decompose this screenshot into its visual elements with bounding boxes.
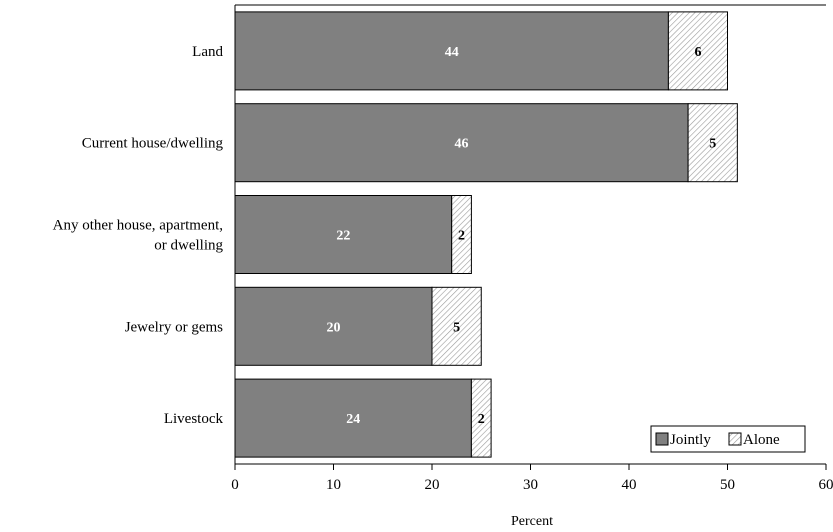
value-label-jointly-4: 24 [346, 412, 360, 427]
bar-jointly-2 [234, 195, 453, 274]
bar-jointly-4 [234, 378, 472, 458]
bar-alone-2 [451, 195, 472, 274]
bar-jointly-3 [234, 286, 433, 366]
category-label-3-line-0: Jewelry or gems [125, 319, 223, 335]
value-label-jointly-0: 44 [445, 45, 459, 60]
x-tick-label-6: 60 [819, 477, 833, 493]
x-tick-label-5: 50 [720, 477, 735, 493]
bar-alone-1 [687, 103, 738, 183]
x-tick-label-2: 20 [425, 477, 440, 493]
legend: Jointly Alone [650, 425, 806, 453]
bar-alone-0 [667, 11, 729, 91]
bar-jointly-1 [234, 103, 689, 183]
category-label-0-line-0: Land [192, 44, 223, 60]
value-label-jointly-1: 46 [455, 137, 469, 152]
value-label-jointly-2: 22 [336, 229, 350, 244]
x-tick-label-0: 0 [231, 477, 239, 493]
legend-swatch-alone [728, 432, 742, 446]
bar-alone-3 [431, 286, 482, 366]
value-label-alone-1: 5 [709, 137, 716, 152]
category-labels-layer: Land Current house/dwelling Any other hous… [53, 44, 224, 427]
legend-box [650, 425, 806, 453]
x-axis-title: Percent [511, 514, 553, 529]
category-label-1-line-0: Current house/dwelling [82, 136, 224, 152]
value-label-alone-0: 6 [694, 45, 701, 60]
category-label-4-line-0: Livestock [164, 411, 224, 427]
value-label-jointly-3: 20 [327, 320, 341, 335]
category-label-2-line-1: or dwelling [154, 238, 223, 254]
x-tick-label-3: 30 [523, 477, 538, 493]
legend-label-alone: Alone [743, 432, 780, 448]
value-label-alone-2: 2 [458, 229, 465, 244]
bar-alone-4 [470, 378, 492, 458]
legend-label-jointly: Jointly [670, 432, 711, 448]
x-tick-label-4: 40 [622, 477, 637, 493]
axis-layer: 0 10 20 30 40 50 60 [231, 4, 833, 493]
bar-jointly-0 [234, 11, 669, 91]
value-labels-layer: 44 646 522 220 524 2 [327, 45, 717, 427]
value-label-alone-3: 5 [453, 320, 460, 335]
bars-layer [234, 11, 738, 458]
legend-swatch-jointly [655, 432, 669, 446]
x-tick-label-1: 10 [326, 477, 341, 493]
category-label-2-line-0: Any other house, apartment, [53, 218, 223, 234]
value-label-alone-4: 2 [478, 412, 485, 427]
